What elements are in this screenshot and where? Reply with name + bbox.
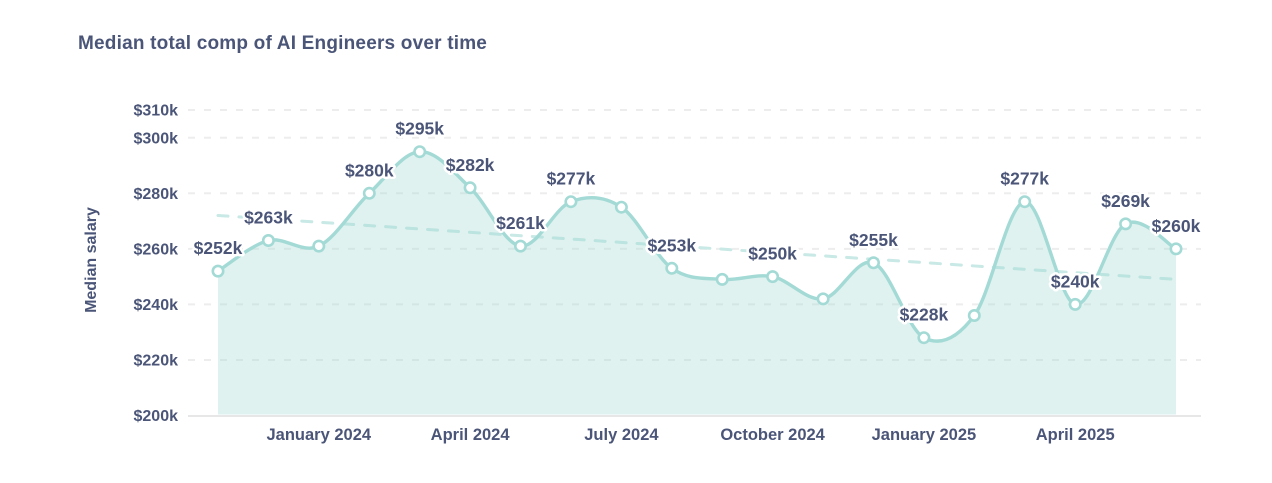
x-tick-label: October 2024 (720, 426, 825, 444)
data-point-marker[interactable] (362, 186, 376, 200)
point-label: $228k (900, 305, 949, 325)
point-label: $260k (1152, 216, 1201, 236)
data-point-marker[interactable] (1018, 195, 1032, 209)
y-tick-label: $220k (134, 353, 179, 370)
y-axis-title: Median salary (83, 207, 100, 313)
data-point-marker[interactable] (917, 331, 931, 345)
data-point-marker[interactable] (665, 261, 679, 275)
point-label: $280k (345, 160, 394, 180)
trend-line (216, 214, 1178, 281)
point-label: $253k (647, 235, 696, 255)
point-label: $252k (194, 238, 243, 258)
data-point-marker[interactable] (1119, 217, 1133, 231)
x-tick-label: July 2024 (584, 426, 659, 444)
y-tick-label: $280k (134, 186, 179, 203)
data-point-marker[interactable] (312, 239, 326, 253)
data-point-marker[interactable] (463, 181, 477, 195)
point-label: $295k (395, 119, 444, 139)
data-point-marker[interactable] (816, 292, 830, 306)
area-fill (218, 151, 1176, 415)
chart-title: Median total comp of AI Engineers over t… (78, 33, 488, 54)
data-point-marker[interactable] (513, 239, 527, 253)
y-tick-label: $200k (134, 408, 179, 425)
x-tick-label: January 2024 (267, 426, 372, 444)
data-point-marker[interactable] (715, 272, 729, 286)
point-label: $263k (244, 208, 293, 228)
data-point-marker[interactable] (967, 308, 981, 322)
data-point-marker[interactable] (766, 270, 780, 284)
data-point-marker[interactable] (1068, 297, 1082, 311)
point-label: $269k (1101, 191, 1150, 211)
x-tick-label: April 2025 (1036, 426, 1115, 444)
point-label: $282k (446, 155, 495, 175)
data-point-marker[interactable] (564, 195, 578, 209)
point-label: $240k (1051, 271, 1100, 291)
point-label: $255k (849, 230, 898, 250)
y-tick-label: $260k (134, 241, 179, 258)
x-tick-label: April 2024 (431, 426, 511, 444)
data-point-marker[interactable] (261, 234, 275, 248)
point-label: $277k (1000, 169, 1049, 189)
data-point-marker[interactable] (1169, 242, 1183, 256)
y-tick-label: $300k (134, 130, 179, 147)
y-tick-label: $240k (134, 297, 179, 314)
point-label: $250k (748, 244, 797, 264)
y-tick-label: $310k (134, 103, 179, 120)
data-point-marker[interactable] (413, 145, 427, 159)
point-label: $277k (547, 169, 596, 189)
data-point-marker[interactable] (211, 264, 225, 278)
x-tick-label: January 2025 (872, 426, 977, 444)
point-label: $261k (496, 213, 545, 233)
data-point-marker[interactable] (866, 256, 880, 270)
data-point-marker[interactable] (614, 200, 628, 214)
